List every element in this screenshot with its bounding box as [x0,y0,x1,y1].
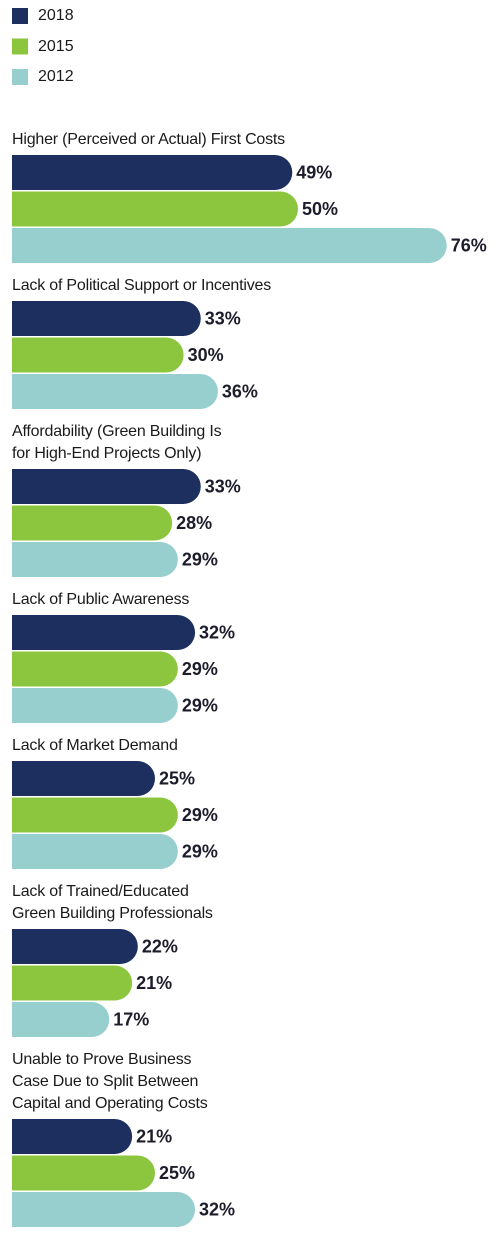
bar [12,929,138,964]
category-label: Affordability (Green Building Is for Hig… [12,423,222,462]
bar [12,155,293,190]
legend-label: 2015 [38,37,74,55]
category-label: Lack of Political Support or Incentives [12,277,272,294]
bar [12,469,201,504]
value-label: 17% [113,1009,149,1029]
bar [12,505,173,541]
legend-swatch [12,8,28,24]
value-label: 29% [182,841,218,861]
category-label: Lack of Public Awareness [12,591,190,608]
value-label: 49% [296,162,332,182]
bar [12,191,298,227]
bar [12,374,218,409]
bar [12,1002,110,1037]
bar [12,1155,156,1191]
value-label: 76% [451,235,487,255]
bar [12,834,178,869]
value-label: 25% [159,768,195,788]
value-label: 50% [302,199,338,219]
value-label: 21% [136,973,172,993]
value-label: 29% [182,805,218,825]
legend-swatch [12,38,28,55]
value-label: 21% [136,1126,172,1146]
bar [12,965,133,1001]
bar [12,228,447,263]
value-label: 33% [205,308,241,328]
bar [12,337,184,373]
bar [12,615,196,650]
category-label: Higher (Perceived or Actual) First Costs [12,131,285,148]
bar [12,1119,133,1154]
value-label: 36% [222,381,258,401]
value-label: 29% [182,695,218,715]
bar [12,761,156,796]
legend-swatch [12,69,28,85]
value-label: 25% [159,1163,195,1183]
value-label: 32% [199,622,235,642]
value-label: 29% [182,549,218,569]
category-label: Unable to Prove Business Case Due to Spl… [12,1051,208,1112]
value-label: 30% [188,345,224,365]
bar [12,301,201,336]
bar [12,797,178,833]
value-label: 22% [142,936,178,956]
value-label: 33% [205,476,241,496]
bar [12,651,178,687]
value-label: 29% [182,659,218,679]
bar [12,542,178,577]
category-label: Lack of Market Demand [12,737,178,754]
legend-label: 2012 [38,68,74,85]
value-label: 32% [199,1199,235,1219]
bar [12,1192,196,1227]
value-label: 28% [176,513,212,533]
bar [12,688,178,723]
legend-label: 2018 [38,7,74,24]
category-label: Lack of Trained/Educated Green Building … [12,883,213,922]
